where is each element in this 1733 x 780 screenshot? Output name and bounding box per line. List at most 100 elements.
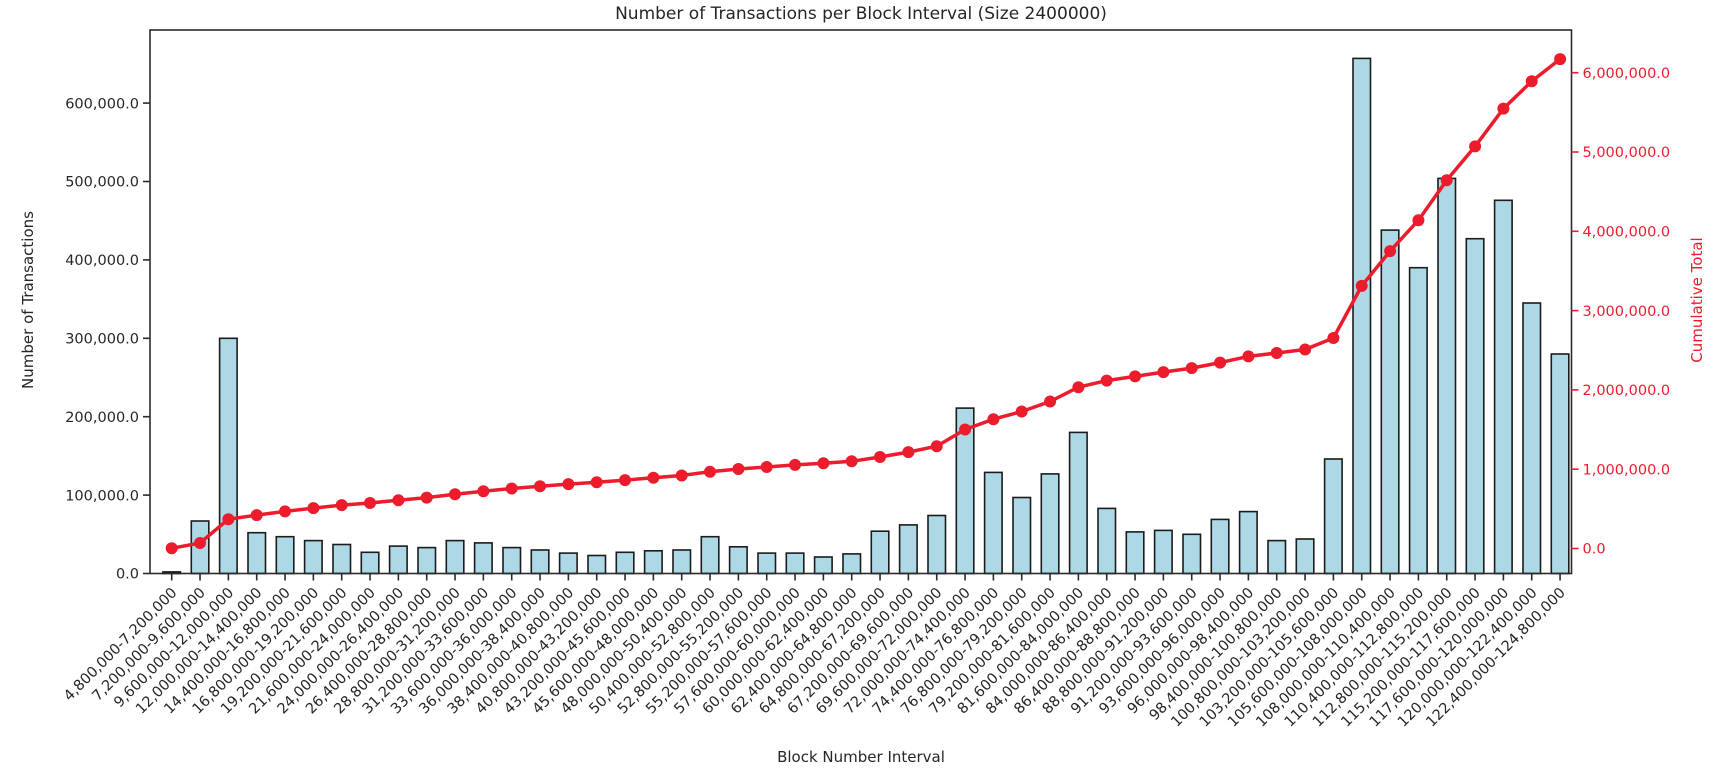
transactions-bar: [1295, 538, 1315, 575]
left-tick-label: 100,000.0: [65, 488, 139, 504]
cumulative-marker: [704, 465, 716, 478]
transactions-bar: [785, 552, 805, 575]
cumulative-marker: [335, 499, 348, 512]
cumulative-marker: [675, 469, 688, 482]
transactions-bar: [502, 546, 522, 575]
cumulative-marker: [845, 455, 858, 468]
transactions-bar: [1323, 458, 1343, 575]
transactions-bar: [332, 543, 352, 575]
transactions-bar: [1550, 353, 1570, 575]
transactions-bar: [615, 551, 635, 575]
transactions-bar: [728, 545, 748, 575]
transactions-bar: [303, 539, 323, 575]
transactions-bar: [1238, 510, 1258, 575]
right-tick-label: 5,000,000.0: [1583, 145, 1671, 161]
cumulative-marker: [590, 476, 603, 489]
left-tick-label: 200,000.0: [65, 410, 139, 426]
cumulative-marker: [364, 497, 376, 509]
transactions-bar: [813, 556, 833, 575]
cumulative-marker: [987, 413, 1000, 426]
transactions-bar: [1182, 533, 1202, 575]
transactions-bar: [360, 551, 380, 575]
right-tick-label: 4,000,000.0: [1583, 225, 1671, 241]
cumulative-marker: [1440, 174, 1453, 187]
transactions-bar: [1068, 431, 1088, 575]
cumulative-marker: [789, 458, 801, 471]
cumulative-marker: [817, 457, 830, 470]
cumulative-marker: [449, 488, 461, 501]
cumulative-marker: [647, 471, 660, 484]
y-axis-label-right: Cumulative Total: [1688, 237, 1706, 362]
right-tick-label: 3,000,000.0: [1583, 304, 1671, 320]
transactions-bar: [1040, 473, 1060, 575]
right-tick-label: 0.0: [1583, 542, 1606, 558]
cumulative-marker: [874, 451, 886, 463]
left-tick-label: 600,000.0: [65, 96, 139, 112]
left-tick-label: 300,000.0: [65, 332, 139, 348]
cumulative-marker: [902, 446, 915, 459]
transactions-bar: [1408, 266, 1428, 575]
cumulative-marker: [505, 482, 518, 495]
transactions-bar: [1352, 57, 1372, 575]
left-tick-label: 500,000.0: [65, 175, 139, 191]
right-tick-label: 6,000,000.0: [1583, 66, 1671, 82]
transactions-bar: [1012, 496, 1032, 575]
chart-title: Number of Transactions per Block Interva…: [615, 4, 1107, 24]
cumulative-marker: [1270, 347, 1283, 359]
transactions-bar: [275, 535, 295, 575]
axes-spines: [149, 29, 1573, 575]
transactions-bar: [1125, 531, 1145, 575]
cumulative-marker: [222, 513, 235, 526]
transactions-bar: [1210, 518, 1230, 575]
cumulative-marker: [1242, 350, 1255, 363]
transactions-bar: [700, 535, 720, 575]
transactions-bar: [417, 546, 437, 575]
transactions-bar: [247, 531, 267, 575]
cumulative-marker: [1469, 140, 1482, 153]
cumulative-marker: [1072, 381, 1085, 394]
transactions-bar: [218, 337, 238, 575]
cumulative-marker: [307, 502, 320, 515]
cumulative-marker: [392, 494, 405, 507]
transactions-bar: [1465, 237, 1485, 575]
cumulative-marker: [1044, 395, 1057, 408]
left-tick-label: 0.0: [116, 567, 139, 583]
transactions-bar: [1522, 302, 1542, 575]
transactions-bar: [927, 514, 947, 575]
cumulative-marker: [1100, 374, 1113, 387]
y-axis-label-left: Number of Transactions: [19, 211, 37, 389]
transactions-bar: [558, 552, 578, 575]
transactions-bar: [445, 539, 465, 575]
cumulative-marker: [1015, 405, 1028, 418]
left-tick-label: 400,000.0: [65, 253, 139, 269]
cumulative-marker: [1157, 366, 1170, 379]
cumulative-marker: [1129, 370, 1142, 383]
transactions-bar: [1097, 507, 1117, 575]
transactions-bar: [473, 542, 493, 575]
plot-area: 0.0 100,000.0 200,000.0 300,000.0 400,000.0 5…: [61, 29, 1671, 730]
cumulative-marker: [732, 463, 745, 475]
transactions-bar: [388, 545, 408, 575]
transactions-bar: [983, 471, 1003, 575]
cumulative-marker: [279, 505, 291, 518]
cumulative-marker: [420, 491, 433, 504]
transactions-bar: [1267, 539, 1287, 575]
cumulative-marker: [760, 461, 773, 473]
transactions-bar: [842, 553, 862, 575]
transactions-bar: [672, 549, 692, 575]
transactions-bar: [757, 552, 777, 575]
cumulative-marker: [1355, 279, 1368, 292]
cumulative-marker: [930, 440, 943, 453]
cumulative-marker: [165, 542, 178, 555]
cumulative-marker: [1214, 356, 1227, 369]
cumulative-marker: [1185, 362, 1198, 375]
right-tick-label: 1,000,000.0: [1583, 462, 1671, 478]
cumulative-marker: [1525, 75, 1538, 88]
transactions-bar: [1493, 199, 1513, 575]
transactions-bar: [1153, 529, 1173, 575]
cumulative-marker: [1412, 214, 1425, 227]
transactions-bar: [643, 549, 663, 575]
transactions-bar: [1437, 177, 1457, 575]
